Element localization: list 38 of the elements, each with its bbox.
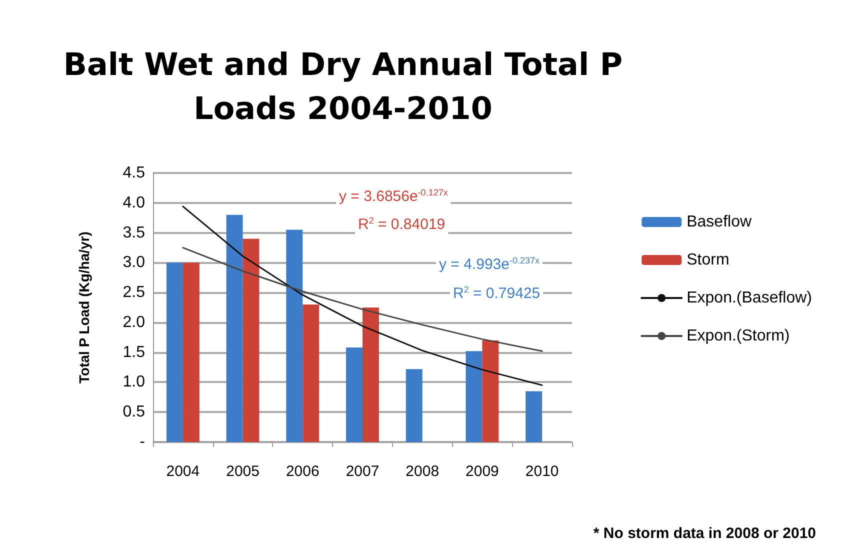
x-tick-label: 2009 (466, 463, 499, 480)
x-tick-label: 2008 (406, 463, 440, 480)
y-tick-label: 3.5 (122, 224, 146, 242)
x-tick-label: 2007 (346, 463, 380, 480)
y-tick-label: - (140, 434, 145, 450)
x-tick-label: 2010 (525, 463, 559, 480)
legend-label: Storm (686, 252, 730, 268)
bar (526, 391, 542, 442)
bar (182, 262, 200, 442)
bar (242, 238, 260, 442)
bar (226, 214, 243, 442)
y-tick-label: 4.5 (122, 164, 146, 182)
bar (286, 230, 303, 442)
x-tick-label: 2004 (166, 463, 200, 480)
line-series (182, 206, 543, 386)
bar (406, 369, 422, 442)
legend-label: Baseflow (686, 214, 752, 230)
bar (166, 262, 183, 442)
legend-label: Expon.(Storm) (686, 328, 790, 344)
y-tick-label: 2.0 (122, 314, 146, 331)
x-tick-label: 2005 (226, 463, 260, 480)
y-axis-title: Total P Load (Kg/ha/yr) (76, 232, 92, 384)
bar (362, 308, 379, 442)
line-series (182, 246, 543, 352)
y-tick-label: 4.0 (122, 194, 146, 212)
text: * No storm data in 2008 or 2010 (593, 525, 816, 542)
y-tick-label: 0.5 (122, 404, 146, 421)
y-tick-label: 1.5 (122, 344, 146, 361)
y-tick-label: 1.0 (122, 374, 146, 391)
y-tick-label: 3.0 (122, 254, 146, 272)
bar (346, 348, 362, 442)
chart-title: Balt Wet and Dry Annual Total P Loads 2004-2010 (63, 47, 623, 127)
bar (302, 304, 320, 442)
y-tick-label: 2.5 (122, 284, 146, 302)
bar (482, 340, 499, 442)
legend-label: Expon.(Baseflow) (686, 290, 812, 306)
bar (466, 351, 482, 442)
x-tick-label: 2006 (286, 463, 320, 480)
